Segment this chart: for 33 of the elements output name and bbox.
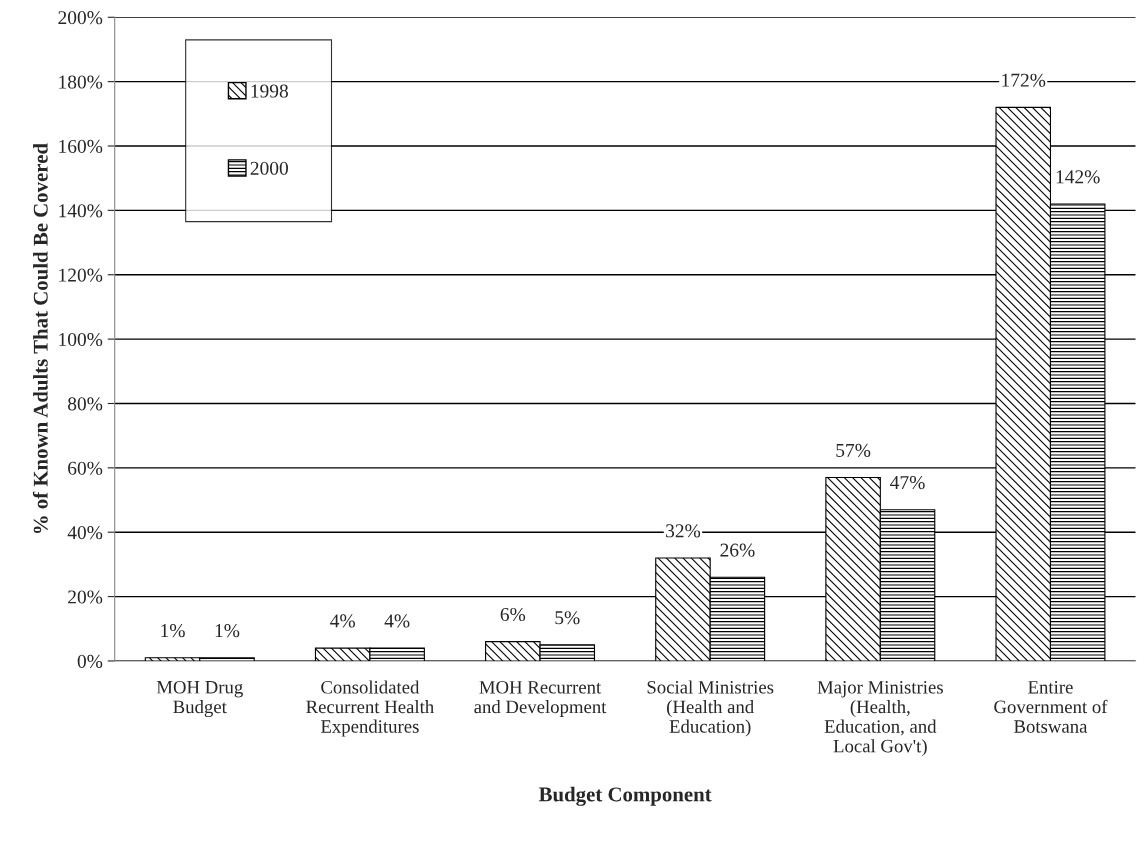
y-tick-label: 100% — [59, 332, 103, 347]
x-axis-title: Budget Component — [538, 786, 712, 806]
y-axis-title: % of Known Adults That Could Be Covered — [32, 143, 48, 534]
legend-label: 2000 — [250, 161, 288, 175]
data-label: 142% — [1056, 170, 1100, 184]
x-tick-label: Consolidated Recurrent Health Expenditures — [306, 680, 434, 737]
x-tick-label: Social Ministries (Health and Education) — [647, 680, 774, 737]
data-label: 57% — [836, 443, 871, 457]
legend-label: 1998 — [251, 84, 288, 98]
y-tick-label: 120% — [59, 268, 103, 282]
y-tick-label: 40% — [67, 526, 103, 540]
y-tick-label: 180% — [59, 75, 103, 89]
x-tick-label: Entire Government of Botswana — [994, 681, 1108, 733]
y-tick-label: 140% — [59, 204, 103, 218]
y-tick-label: 60% — [68, 461, 103, 475]
data-label: 5% — [555, 611, 580, 625]
y-tick-label: 200% — [58, 11, 103, 25]
data-label: 4% — [384, 614, 410, 628]
y-tick-label: 160% — [59, 139, 103, 154]
data-label: 1% — [215, 624, 240, 638]
y-tick-label: 0% — [77, 654, 103, 668]
data-label: 6% — [500, 607, 526, 622]
x-tick-label: MOH Recurrent and Development — [474, 681, 607, 718]
data-label: 172% — [1002, 73, 1046, 87]
data-label: 47% — [890, 475, 925, 490]
x-tick-label: Major Ministries (Health, Education, and Local Gov't) — [817, 681, 943, 757]
data-label: 4% — [330, 614, 355, 628]
y-tick-label: 80% — [67, 397, 103, 411]
data-label: 26% — [720, 543, 755, 557]
data-label: 32% — [666, 524, 701, 538]
x-tick-label: MOH Drug Budget — [156, 680, 243, 718]
data-label: 1% — [161, 624, 185, 638]
y-tick-label: 20% — [68, 590, 103, 604]
